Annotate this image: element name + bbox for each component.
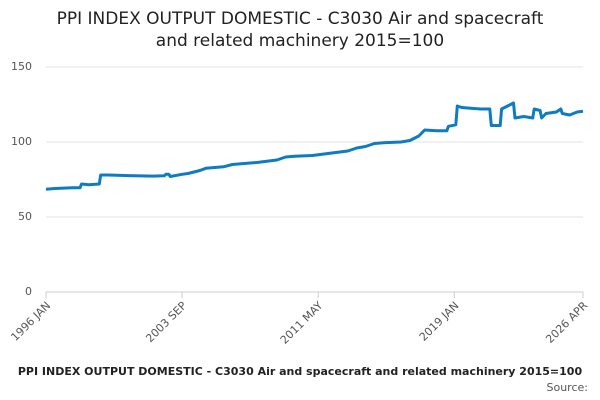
y-tick-label: 0 [25,285,32,298]
x-tick-label: 2019 JAN [417,299,462,344]
x-tick-label: 2003 SEP [143,299,189,345]
y-tick-label: 150 [11,60,32,73]
source: Source: [547,381,589,394]
y-tick-label: 50 [18,210,32,223]
chart-title: PPI INDEX OUTPUT DOMESTIC - C3030 Air an… [57,9,544,29]
x-tick-label: 2011 MAY [278,299,326,347]
x-tick-label: 1996 JAN [8,299,53,344]
x-tick-label: 2026 APR [543,299,590,346]
y-tick-label: 100 [11,135,32,148]
chart-title: and related machinery 2015=100 [156,31,444,51]
line [45,101,584,191]
footer: PPI INDEX OUTPUT DOMESTIC - C3030 Air an… [18,365,583,378]
